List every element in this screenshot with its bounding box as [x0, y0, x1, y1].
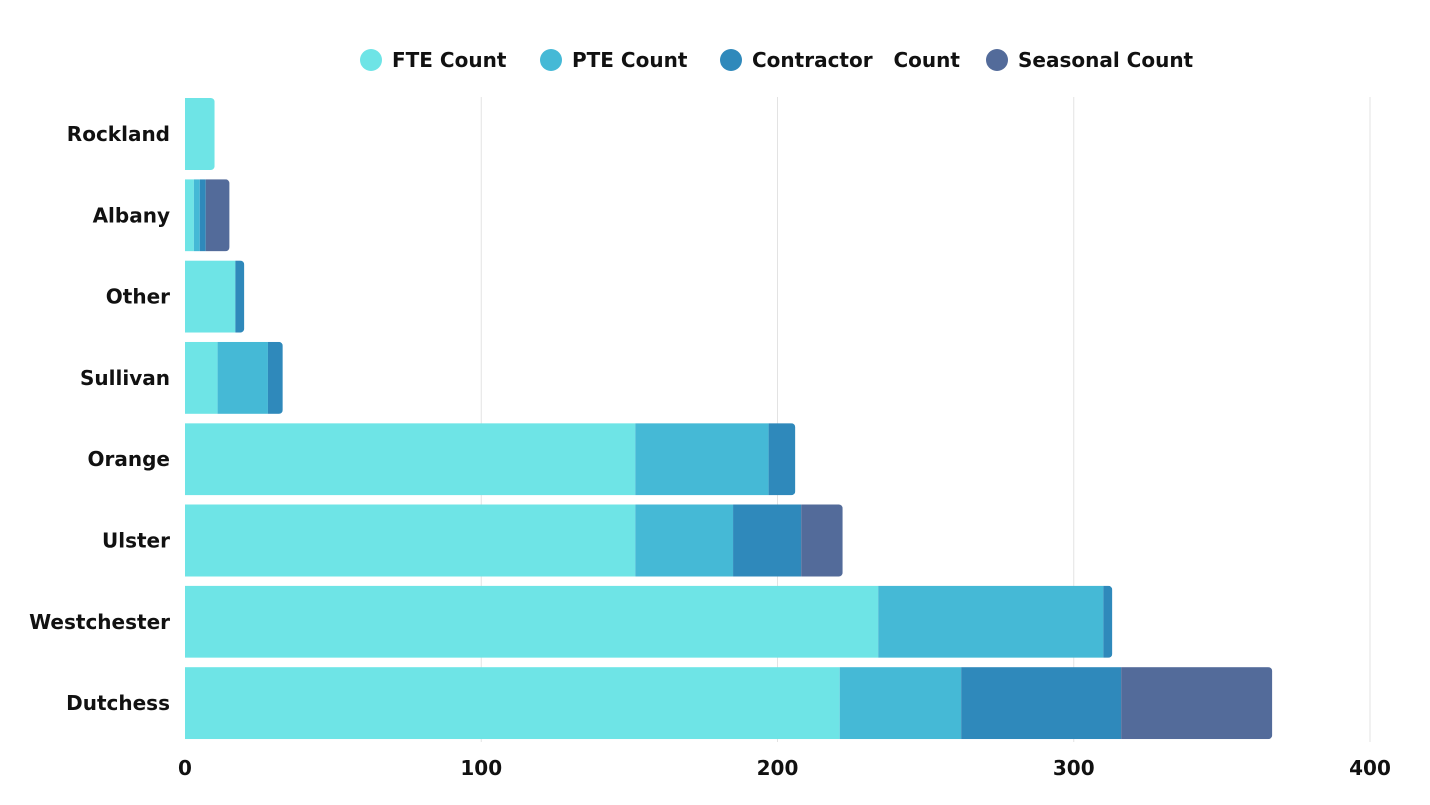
x-tick-label-3: 300	[1053, 756, 1095, 780]
bar-other-series-0	[185, 260, 236, 333]
y-tick-label-westchester: Westchester	[29, 610, 170, 634]
legend-label-3: Seasonal Count	[1018, 48, 1194, 72]
legend-swatch-0	[360, 49, 382, 71]
bar-orange-series-0	[185, 423, 636, 496]
bar-ulster-series-0	[185, 504, 636, 577]
bar-westchester-series-1	[878, 585, 1104, 658]
bar-sullivan-series-1	[217, 341, 268, 414]
legend-label-2: Contractor Count	[752, 48, 960, 72]
bar-albany-series-1	[193, 179, 200, 252]
bar-ulster-series-2	[733, 504, 802, 577]
legend-label-0: FTE Count	[392, 48, 507, 72]
bar-group-westchester	[185, 585, 1113, 658]
bar-albany-series-2	[199, 179, 206, 252]
y-tick-label-dutchess: Dutchess	[66, 691, 170, 715]
bar-dutchess-series-0	[185, 667, 840, 740]
legend-item-0: FTE Count	[360, 44, 506, 76]
bar-group-dutchess	[185, 667, 1273, 740]
legend-swatch-2	[720, 49, 742, 71]
bar-albany-series-3	[205, 179, 230, 252]
bar-ulster-series-1	[635, 504, 734, 577]
bar-group-rockland	[185, 98, 215, 170]
x-tick-label-4: 400	[1349, 756, 1391, 780]
bar-group-albany	[185, 179, 230, 252]
bar-orange-series-2	[768, 423, 796, 496]
bar-orange-series-1	[635, 423, 769, 496]
bar-dutchess-series-2	[961, 667, 1122, 740]
bar-westchester-series-0	[185, 585, 879, 658]
bar-other-series-2	[235, 260, 245, 333]
bar-group-orange	[185, 423, 796, 496]
legend-swatch-3	[986, 49, 1008, 71]
bar-group-sullivan	[185, 341, 283, 414]
y-tick-label-albany: Albany	[93, 203, 170, 227]
x-tick-label-2: 200	[757, 756, 799, 780]
bar-ulster-series-3	[801, 504, 843, 577]
y-tick-label-sullivan: Sullivan	[80, 366, 170, 390]
y-tick-label-orange: Orange	[88, 447, 170, 471]
y-tick-label-ulster: Ulster	[102, 529, 170, 553]
bar-westchester-series-2	[1103, 585, 1113, 658]
legend-item-3: Seasonal Count	[986, 44, 1193, 76]
bar-sullivan-series-0	[185, 341, 218, 414]
legend-item-2: Contractor Count	[720, 44, 960, 76]
chart-legend: FTE Count PTE Count Contractor Count Season…	[0, 44, 1430, 76]
y-tick-label-other: Other	[106, 285, 170, 309]
bar-rockland-series-0	[185, 98, 215, 170]
bar-dutchess-series-3	[1121, 667, 1273, 740]
bar-sullivan-series-2	[267, 341, 283, 414]
y-tick-label-rockland: Rockland	[67, 122, 170, 146]
bar-group-other	[185, 260, 245, 333]
bar-dutchess-series-1	[839, 667, 962, 740]
bar-albany-series-0	[185, 179, 194, 252]
legend-item-1: PTE Count	[540, 44, 687, 76]
legend-swatch-1	[540, 49, 562, 71]
bar-group-ulster	[185, 504, 843, 577]
legend-label-1: PTE Count	[572, 48, 688, 72]
x-tick-label-0: 0	[178, 756, 192, 780]
x-tick-label-1: 100	[460, 756, 502, 780]
